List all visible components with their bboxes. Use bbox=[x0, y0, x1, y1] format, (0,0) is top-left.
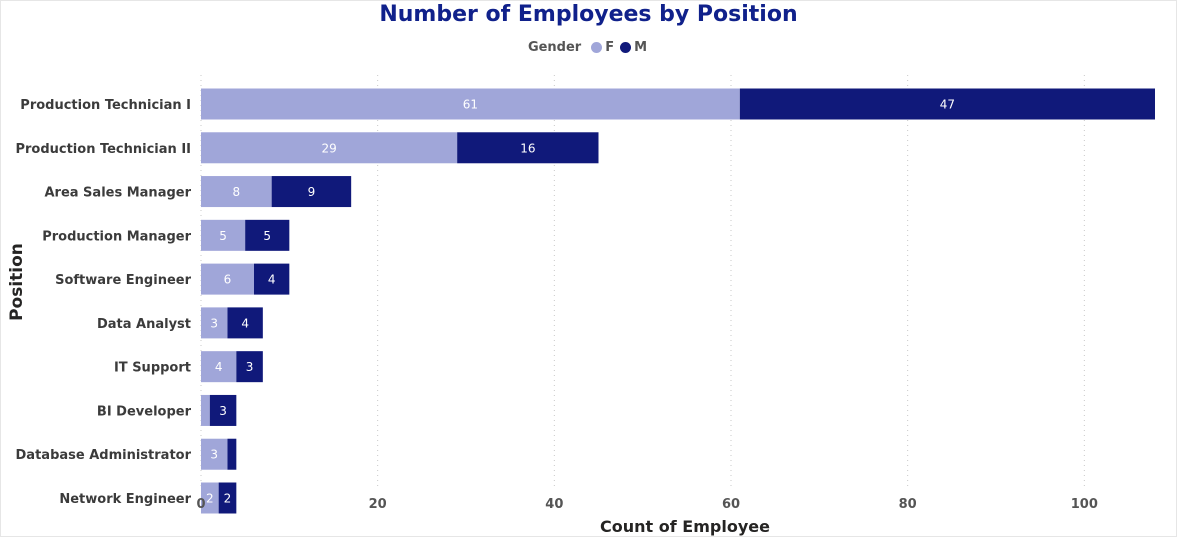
x-tick-label: 100 bbox=[1071, 497, 1098, 512]
category-label: Database Administrator bbox=[16, 448, 192, 463]
bar-f[interactable] bbox=[201, 394, 210, 426]
data-label-f: 3 bbox=[210, 316, 218, 330]
x-tick-labels: 0 20 40 60 80 100 bbox=[196, 497, 1097, 512]
data-label-f: 5 bbox=[219, 229, 227, 243]
bar-m[interactable] bbox=[254, 263, 290, 295]
bar-m[interactable] bbox=[739, 88, 1155, 120]
legend: Gender F M bbox=[0, 40, 1177, 55]
y-axis-label: Position bbox=[7, 243, 27, 321]
category-label: Production Technician II bbox=[15, 142, 191, 157]
category-label: Software Engineer bbox=[55, 273, 191, 288]
category-label: Data Analyst bbox=[97, 317, 191, 332]
category-label: IT Support bbox=[114, 361, 191, 376]
bar-m[interactable] bbox=[227, 307, 263, 339]
data-label-f: 61 bbox=[463, 98, 478, 112]
bar-f[interactable] bbox=[201, 176, 272, 208]
chart-title: Number of Employees by Position bbox=[379, 2, 798, 27]
data-label-f: 3 bbox=[210, 448, 218, 462]
bar-f[interactable] bbox=[201, 263, 254, 295]
x-tick-label: 80 bbox=[899, 497, 917, 512]
data-label-m: 4 bbox=[241, 316, 249, 330]
legend-label-m: M bbox=[634, 40, 648, 55]
legend-swatch-f bbox=[591, 42, 603, 53]
x-tick-label: 40 bbox=[545, 497, 563, 512]
legend-swatch-m bbox=[620, 42, 632, 53]
legend-item-m[interactable]: M bbox=[620, 40, 647, 55]
bar-f[interactable] bbox=[201, 351, 237, 383]
category-labels: Production Technician I Production Techni… bbox=[15, 98, 191, 507]
data-label-m: 47 bbox=[940, 98, 955, 112]
bar-f[interactable] bbox=[201, 307, 228, 339]
category-label: Area Sales Manager bbox=[44, 186, 191, 201]
data-label-f: 29 bbox=[321, 141, 336, 155]
category-label: Production Technician I bbox=[20, 98, 191, 113]
data-label-m: 9 bbox=[308, 185, 316, 199]
data-label-m: 3 bbox=[219, 404, 227, 418]
category-label: Production Manager bbox=[42, 229, 191, 244]
legend-item-f[interactable]: F bbox=[591, 40, 614, 55]
bars: 61 47 29 16 8 9 5 5 6 4 3 4 4 3 3 3 2 2 bbox=[201, 88, 1155, 514]
x-axis-label: Count of Employee bbox=[600, 517, 770, 536]
bar-f[interactable] bbox=[201, 438, 228, 470]
data-label-m: 4 bbox=[268, 273, 276, 287]
x-tick-label: 0 bbox=[196, 497, 205, 512]
bar-m[interactable] bbox=[271, 176, 352, 208]
bar-m[interactable] bbox=[227, 438, 237, 470]
data-label-f: 2 bbox=[206, 492, 214, 506]
data-label-m: 2 bbox=[224, 492, 232, 506]
bar-f[interactable] bbox=[201, 132, 458, 164]
legend-title: Gender bbox=[527, 40, 582, 55]
category-label: Network Engineer bbox=[59, 492, 191, 507]
data-label-m: 5 bbox=[263, 229, 271, 243]
bar-f[interactable] bbox=[201, 88, 740, 120]
category-label: BI Developer bbox=[97, 404, 192, 419]
bar-f[interactable] bbox=[201, 219, 246, 251]
data-label-f: 4 bbox=[215, 360, 223, 374]
bar-m[interactable] bbox=[218, 482, 237, 514]
bar-m[interactable] bbox=[245, 219, 290, 251]
x-tick-label: 60 bbox=[722, 497, 740, 512]
data-label-f: 8 bbox=[233, 185, 241, 199]
bar-f[interactable] bbox=[201, 482, 219, 514]
bar-m[interactable] bbox=[209, 394, 237, 426]
bar-m[interactable] bbox=[236, 351, 263, 383]
data-label-m: 16 bbox=[520, 141, 535, 155]
legend-label-f: F bbox=[605, 40, 615, 55]
data-label-m: 3 bbox=[246, 360, 254, 374]
data-label-f: 6 bbox=[224, 273, 232, 287]
x-tick-label: 20 bbox=[369, 497, 387, 512]
bar-m[interactable] bbox=[457, 132, 599, 164]
